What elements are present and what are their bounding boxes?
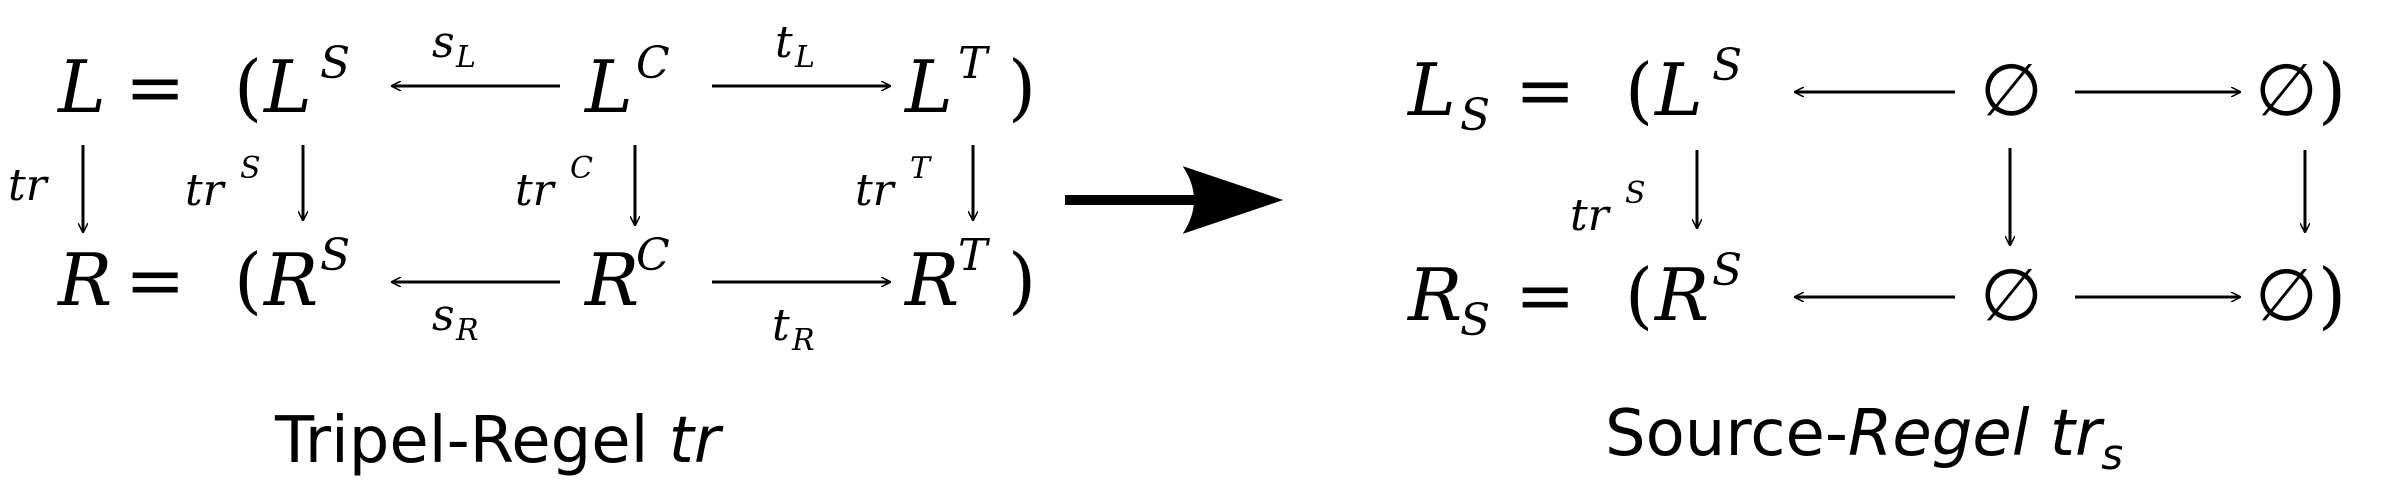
transformation-arrow — [1065, 166, 1284, 234]
RS-base: R — [262, 238, 318, 322]
trT-sup: T — [910, 151, 932, 186]
RC-base: R — [583, 238, 639, 322]
tR-base: t — [772, 300, 790, 351]
LS-lhs-sub: S — [1460, 90, 1490, 141]
LT-base: L — [903, 45, 953, 129]
tr-label: tr — [8, 160, 50, 211]
empty-correspondence-top: ∅ — [1980, 48, 2043, 132]
sL-sub: L — [455, 40, 476, 75]
L-label: L — [56, 45, 106, 129]
tR-sub: R — [791, 323, 815, 358]
empty-correspondence-bottom: ∅ — [1980, 253, 2043, 337]
RS-source-base: R — [1653, 253, 1709, 337]
trS-base: tr — [185, 165, 227, 216]
open-paren-bottom: ( — [234, 238, 262, 322]
close-paren-top: ) — [1008, 45, 1036, 129]
open-paren-top-right: ( — [1625, 48, 1653, 132]
RS-lhs-sub: S — [1460, 295, 1490, 346]
LS-sup: S — [320, 38, 350, 89]
trS-sup: S — [240, 151, 261, 186]
sR-sub: R — [455, 313, 479, 348]
source-rule-diagram: L S = ( L S ∅ ∅ ) tr S R S = ( R S ∅ ∅ ) — [1406, 40, 2346, 346]
equals-sign-top: = — [125, 45, 185, 129]
empty-target-bottom: ∅ — [2255, 253, 2318, 337]
R-label: R — [56, 238, 112, 322]
close-paren-bottom-right: ) — [2318, 253, 2346, 337]
triple-rule-caption: Tripel-Regel tr — [274, 404, 724, 478]
RT-base: R — [903, 238, 959, 322]
LS-base: L — [262, 45, 312, 129]
LC-sup: C — [636, 38, 670, 89]
equals-sign-top-right: = — [1515, 48, 1575, 132]
LS-source-sup: S — [1712, 40, 1742, 91]
tL-sub: L — [794, 40, 815, 75]
LC-base: L — [583, 45, 633, 129]
trC-sup: C — [570, 151, 593, 186]
sL-base: s — [432, 17, 455, 68]
triple-rule-diagram: L = ( L S L C L T ) s L t L tr tr S tr C… — [8, 17, 1036, 358]
close-paren-bottom: ) — [1008, 238, 1036, 322]
RC-sup: C — [636, 230, 670, 281]
sR-base: s — [432, 290, 455, 341]
RS-sup: S — [320, 230, 350, 281]
trC-base: tr — [515, 165, 557, 216]
trS-base-right: tr — [1570, 190, 1612, 241]
RS-lhs-base: R — [1406, 253, 1462, 337]
close-paren-top-right: ) — [2318, 48, 2346, 132]
equals-sign-bottom-right: = — [1515, 253, 1575, 337]
open-paren-top: ( — [234, 45, 262, 129]
LT-sup: T — [958, 38, 991, 89]
RT-sup: T — [958, 230, 991, 281]
LS-source-base: L — [1653, 48, 1703, 132]
open-paren-bottom-right: ( — [1625, 253, 1653, 337]
source-rule-caption: Source-Regel trs — [1605, 397, 2123, 479]
empty-target-top: ∅ — [2255, 48, 2318, 132]
LS-lhs-base: L — [1406, 48, 1456, 132]
trT-base: tr — [855, 165, 897, 216]
tL-base: t — [775, 17, 793, 68]
RS-source-sup: S — [1712, 245, 1742, 296]
equals-sign-bottom: = — [125, 238, 185, 322]
trS-sup-right: S — [1625, 176, 1646, 211]
